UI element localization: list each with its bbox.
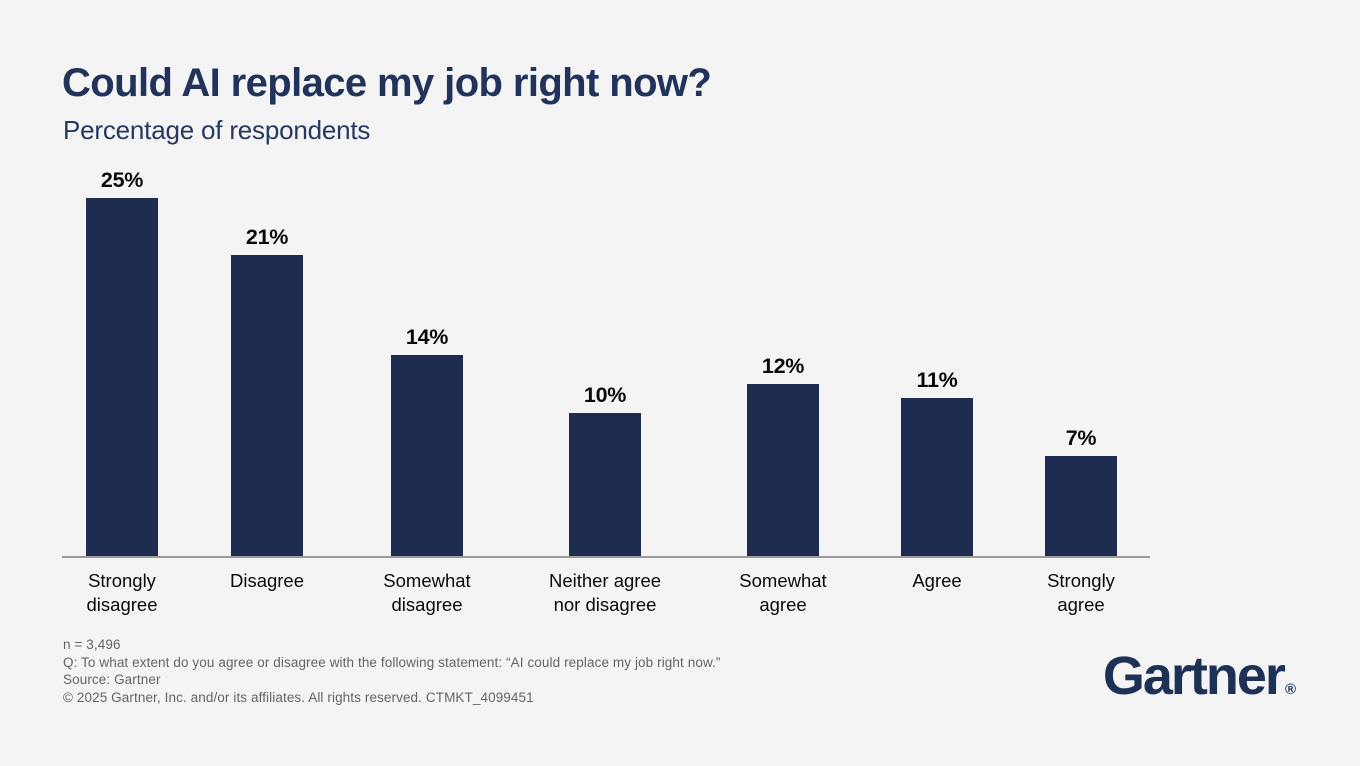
bar-category-label: Neither agree nor disagree [548,570,662,615]
bar-category-label: Disagree [229,570,305,591]
bar-value-label: 12% [761,354,805,378]
gartner-wordmark: Gartner [1102,646,1286,706]
bar-value-label: 11% [916,368,958,392]
bar-value-label: 7% [1065,426,1097,450]
bar [901,398,973,556]
copyright-note: © 2025 Gartner, Inc. and/or its affiliat… [63,689,534,705]
chart-subtitle: Percentage of respondents [63,115,371,145]
bar-value-label: 14% [405,325,449,349]
gartner-logo: Gartner® [1103,648,1296,718]
bar [86,198,158,556]
bar [391,355,463,556]
bar [1045,456,1117,556]
registered-trademark-icon: ® [1284,681,1296,698]
bar [569,413,641,556]
bar [231,255,303,556]
bar-category-label: Somewhat disagree [383,570,471,615]
sample-size-note: n = 3,496 [63,637,121,652]
bar-category-label: Agree [912,570,962,591]
bar-category-label: Somewhat agree [739,570,827,615]
bar-value-label: 25% [100,168,144,192]
bar-value-label: 10% [583,383,627,407]
x-axis-line [62,556,1150,558]
question-note: Q: To what extent do you agree or disagr… [63,654,721,670]
chart-title: Could AI replace my job right now? [62,61,712,105]
bar-category-label: Strongly disagree [86,570,158,615]
bar-value-label: 21% [245,225,289,249]
source-note: Source: Gartner [63,672,161,688]
bar-category-label: Strongly agree [1047,570,1115,615]
footnotes: n = 3,496 Q: To what extent do you agree… [63,636,721,706]
bar [747,384,819,556]
